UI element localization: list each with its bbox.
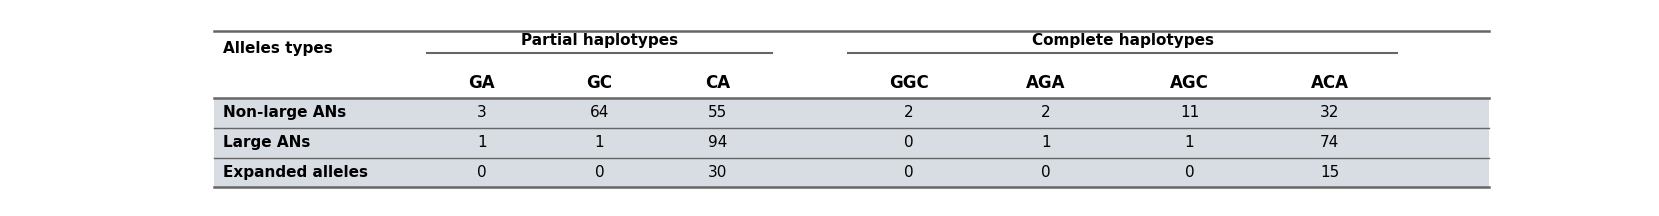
Text: 1: 1 <box>1042 135 1050 150</box>
Bar <box>214 157 1490 187</box>
Bar <box>214 128 1490 157</box>
Text: 30: 30 <box>708 165 727 180</box>
Text: 0: 0 <box>476 165 486 180</box>
Text: 32: 32 <box>1321 105 1339 121</box>
Text: Non-large ANs: Non-large ANs <box>222 105 347 121</box>
Text: 0: 0 <box>596 165 604 180</box>
Bar <box>214 98 1490 128</box>
Bar <box>214 67 1490 98</box>
Text: 64: 64 <box>591 105 609 121</box>
Text: 0: 0 <box>1042 165 1050 180</box>
Text: 94: 94 <box>708 135 727 150</box>
Text: Large ANs: Large ANs <box>222 135 310 150</box>
Text: GC: GC <box>587 73 612 92</box>
Text: Alleles types: Alleles types <box>222 41 332 56</box>
Text: 0: 0 <box>1185 165 1194 180</box>
Bar <box>214 31 1490 67</box>
Text: CA: CA <box>705 73 730 92</box>
Text: 1: 1 <box>596 135 604 150</box>
Text: 15: 15 <box>1321 165 1339 180</box>
Text: Expanded alleles: Expanded alleles <box>222 165 368 180</box>
Text: 3: 3 <box>476 105 486 121</box>
Text: Complete haplotypes: Complete haplotypes <box>1032 33 1213 48</box>
Text: 1: 1 <box>476 135 486 150</box>
Text: 0: 0 <box>904 165 914 180</box>
Text: 11: 11 <box>1180 105 1199 121</box>
Text: 0: 0 <box>904 135 914 150</box>
Text: AGC: AGC <box>1170 73 1209 92</box>
Text: 2: 2 <box>1042 105 1050 121</box>
Text: GGC: GGC <box>889 73 929 92</box>
Text: 74: 74 <box>1321 135 1339 150</box>
Text: 55: 55 <box>708 105 727 121</box>
Text: ACA: ACA <box>1311 73 1349 92</box>
Text: 1: 1 <box>1185 135 1194 150</box>
Text: Partial haplotypes: Partial haplotypes <box>521 33 679 48</box>
Text: AGA: AGA <box>1027 73 1065 92</box>
Text: GA: GA <box>468 73 494 92</box>
Text: 2: 2 <box>904 105 914 121</box>
